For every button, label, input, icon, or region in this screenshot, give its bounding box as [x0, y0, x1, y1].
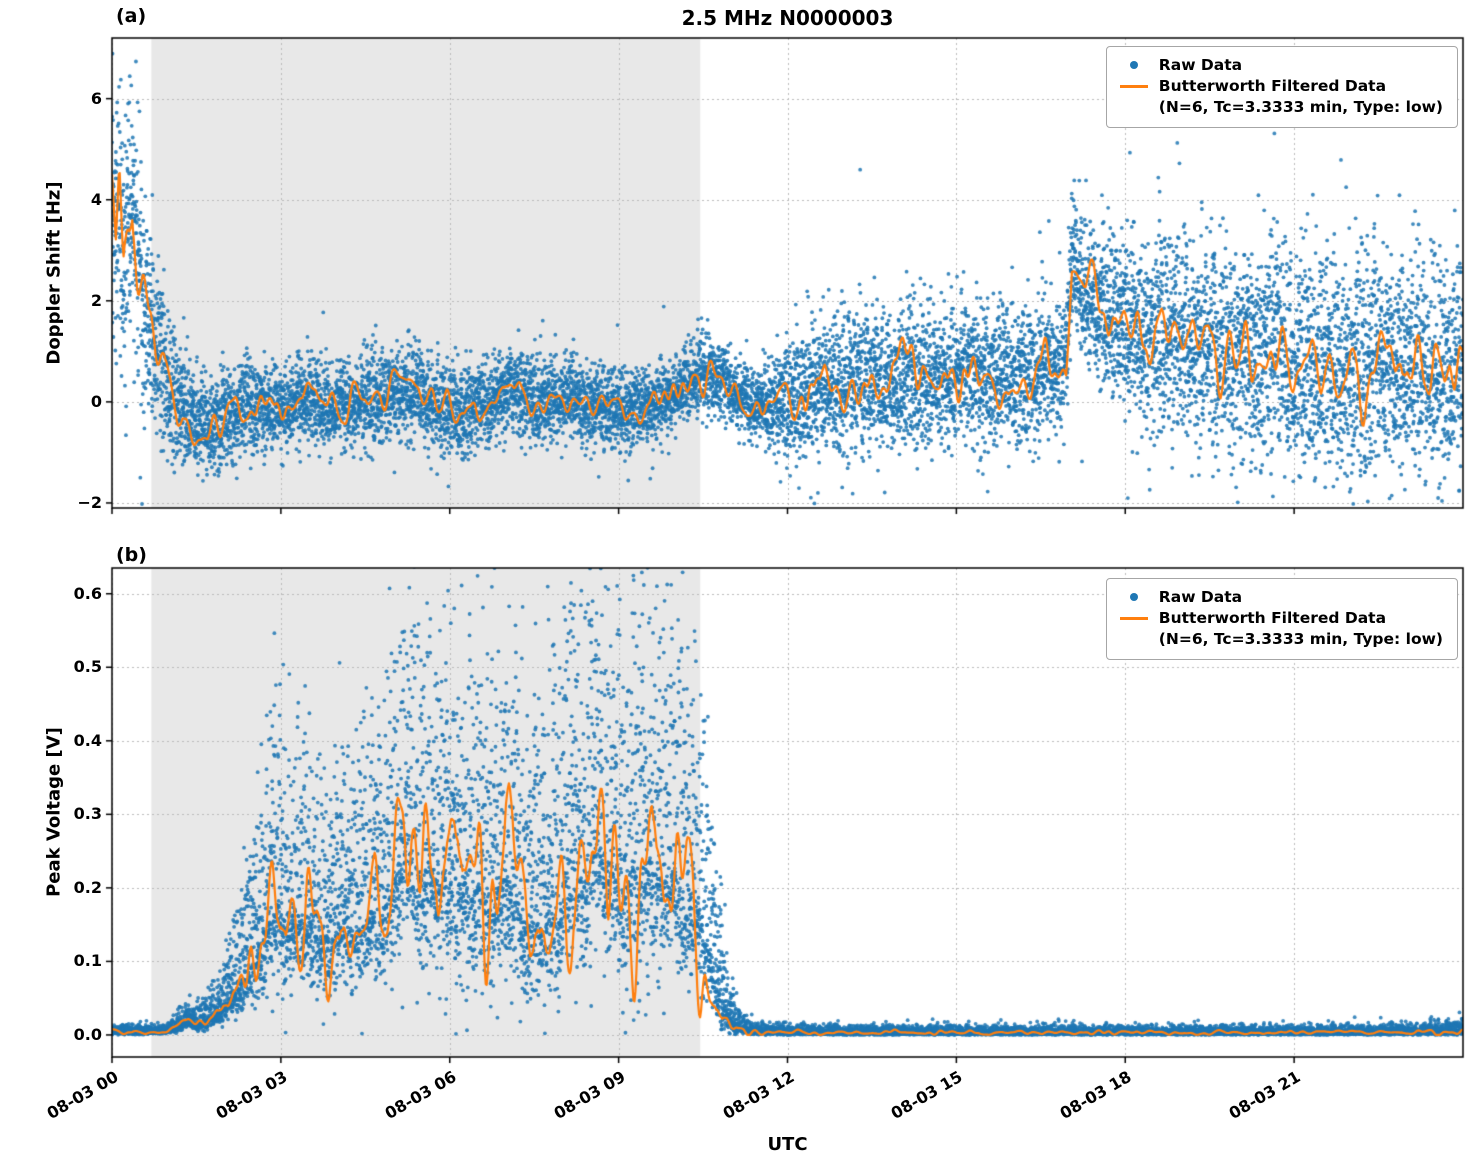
panel-b-label: (b)	[116, 544, 147, 566]
legend-panel-a: Raw Data Butterworth Filtered Data (N=6,…	[1105, 46, 1458, 128]
y-tick-label: 6	[90, 88, 102, 108]
y-tick-label: 0.3	[73, 804, 102, 824]
filtered-line-marker	[1119, 616, 1148, 620]
y-tick-label: 0.1	[73, 951, 102, 971]
y-tick-label: 0.0	[73, 1024, 102, 1044]
y-tick-label: 0.5	[73, 657, 102, 677]
raw-data-dot-marker	[1129, 593, 1138, 601]
legend-filtered-sublabel: (N=6, Tc=3.3333 min, Type: low)	[1158, 629, 1443, 648]
legend-entry-filtered: Butterworth Filtered Data (N=6, Tc=3.333…	[1119, 76, 1443, 118]
y-tick-label: −2	[77, 492, 102, 512]
legend-entry-filtered: Butterworth Filtered Data (N=6, Tc=3.333…	[1119, 608, 1443, 650]
y-tick-label: 0	[90, 391, 102, 411]
y-tick-label: 2	[90, 290, 102, 310]
legend-filtered-sublabel: (N=6, Tc=3.3333 min, Type: low)	[1158, 97, 1443, 116]
x-axis-label: UTC	[767, 1134, 808, 1155]
raw-data-dot-marker	[1129, 61, 1138, 69]
panel-a-label: (a)	[116, 5, 147, 27]
filtered-line-marker	[1119, 84, 1148, 88]
legend-filtered-label: Butterworth Filtered Data	[1158, 76, 1387, 95]
legend-filtered-label: Butterworth Filtered Data	[1158, 608, 1387, 627]
y-tick-label: 4	[90, 189, 102, 209]
legend-raw-label: Raw Data	[1158, 56, 1243, 74]
y-tick-label: 0.6	[73, 583, 102, 603]
legend-entry-raw: Raw Data	[1119, 587, 1443, 608]
legend-entry-raw: Raw Data	[1119, 55, 1443, 76]
y-tick-label: 0.2	[73, 877, 102, 897]
figure-title: 2.5 MHz N0000003	[681, 6, 894, 30]
legend-raw-label: Raw Data	[1158, 588, 1243, 606]
legend-panel-b: Raw Data Butterworth Filtered Data (N=6,…	[1105, 578, 1458, 660]
y-tick-label: 0.4	[73, 730, 102, 750]
